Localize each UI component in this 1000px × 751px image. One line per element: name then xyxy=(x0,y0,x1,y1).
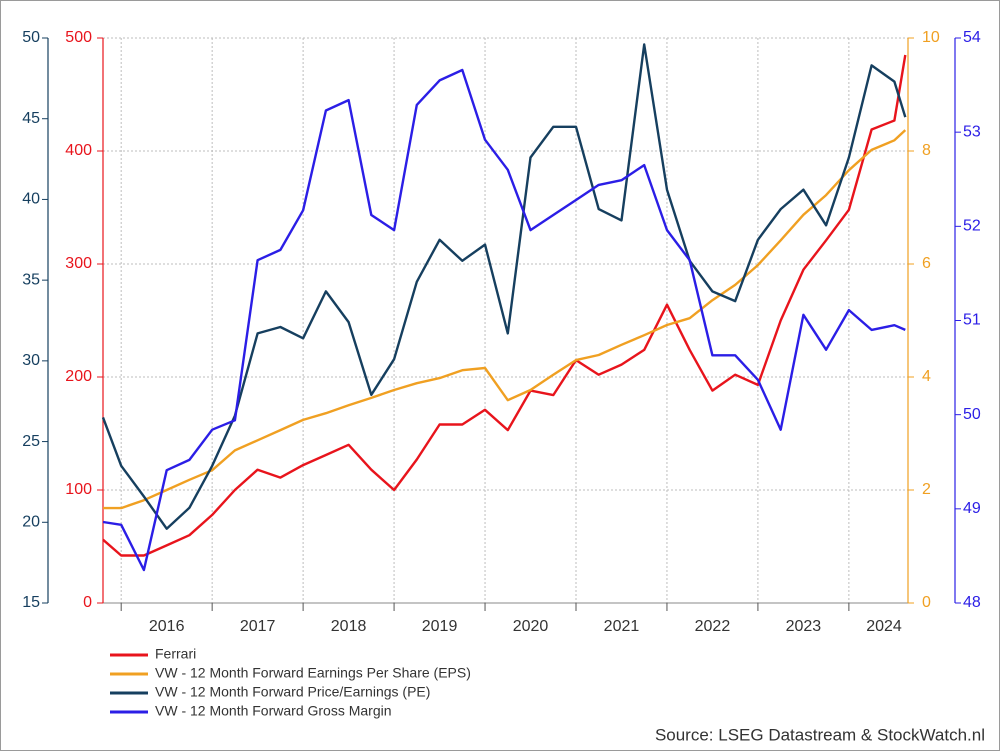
y-tick-label: 30 xyxy=(22,352,40,369)
legend-label: VW - 12 Month Forward Earnings Per Share… xyxy=(155,665,471,681)
y-tick-label: 54 xyxy=(963,29,981,46)
legend-label: Ferrari xyxy=(155,646,196,662)
y-tick-label: 48 xyxy=(963,594,981,611)
x-tick-label: 2020 xyxy=(513,618,549,635)
y-tick-label: 35 xyxy=(22,271,40,288)
y-tick-label: 8 xyxy=(922,142,931,159)
x-tick-label: 2021 xyxy=(604,618,640,635)
y-tick-label: 50 xyxy=(22,29,40,46)
y-tick-label: 25 xyxy=(22,433,40,450)
y-tick-label: 45 xyxy=(22,110,40,127)
y-tick-label: 0 xyxy=(922,594,931,611)
series-line xyxy=(102,54,907,557)
y-tick-label: 0 xyxy=(83,594,92,611)
x-tick-label: 2016 xyxy=(149,618,185,635)
y-tick-label: 40 xyxy=(22,191,40,208)
y-tick-label: 2 xyxy=(922,481,931,498)
legend-label: VW - 12 Month Forward Gross Margin xyxy=(155,703,392,719)
y-tick-label: 51 xyxy=(963,312,981,329)
source: Source: LSEG Datastream & StockWatch.nl xyxy=(655,725,985,744)
y-tick-label: 49 xyxy=(963,500,981,517)
x-tick-label: 2018 xyxy=(331,618,367,635)
y-tick-label: 400 xyxy=(65,142,92,159)
y-tick-label: 100 xyxy=(65,481,92,498)
y-tick-label: 15 xyxy=(22,594,40,611)
y-tick-label: 50 xyxy=(963,406,981,423)
y-tick-label: 52 xyxy=(963,218,981,235)
x-tick-label: 2019 xyxy=(422,618,458,635)
y-tick-label: 500 xyxy=(65,29,92,46)
x-tick-label: 2022 xyxy=(695,618,731,635)
y-tick-label: 200 xyxy=(65,368,92,385)
y-tick-label: 6 xyxy=(922,255,931,272)
y-tick-label: 300 xyxy=(65,255,92,272)
y-tick-label: 53 xyxy=(963,123,981,140)
x-tick-label: 2023 xyxy=(786,618,822,635)
x-tick-label: 2024 xyxy=(866,618,902,635)
y-tick-label: 4 xyxy=(922,368,931,385)
series-line xyxy=(102,68,906,572)
x-tick-label: 2017 xyxy=(240,618,276,635)
y-tick-label: 20 xyxy=(22,514,40,531)
legend-label: VW - 12 Month Forward Price/Earnings (PE… xyxy=(155,684,430,700)
y-tick-label: 10 xyxy=(922,29,940,46)
series-line xyxy=(103,129,907,510)
